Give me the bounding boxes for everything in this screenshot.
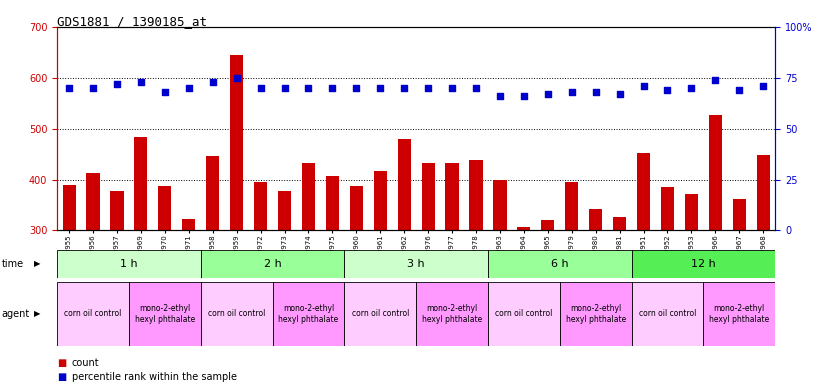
Point bbox=[541, 91, 554, 97]
Text: ▶: ▶ bbox=[34, 310, 41, 318]
Text: mono-2-ethyl
hexyl phthalate: mono-2-ethyl hexyl phthalate bbox=[565, 304, 626, 324]
Bar bbox=[344, 250, 488, 278]
Text: mono-2-ethyl
hexyl phthalate: mono-2-ethyl hexyl phthalate bbox=[422, 304, 482, 324]
Text: 1 h: 1 h bbox=[120, 259, 138, 269]
Bar bbox=[541, 220, 554, 230]
Bar bbox=[135, 137, 148, 230]
Text: corn oil control: corn oil control bbox=[639, 310, 696, 318]
Text: corn oil control: corn oil control bbox=[64, 310, 122, 318]
Point bbox=[63, 85, 76, 91]
Point bbox=[182, 85, 195, 91]
Point bbox=[326, 85, 339, 91]
Bar bbox=[703, 282, 775, 346]
Point bbox=[756, 83, 769, 89]
Text: percentile rank within the sample: percentile rank within the sample bbox=[72, 372, 237, 382]
Text: 2 h: 2 h bbox=[264, 259, 282, 269]
Point bbox=[661, 87, 674, 93]
Bar bbox=[589, 209, 602, 230]
Point bbox=[158, 89, 171, 95]
Text: ▶: ▶ bbox=[34, 260, 41, 268]
Bar bbox=[517, 227, 530, 230]
Bar bbox=[57, 282, 129, 346]
Text: 3 h: 3 h bbox=[407, 259, 425, 269]
Text: ■: ■ bbox=[57, 358, 66, 368]
Bar bbox=[230, 55, 243, 230]
Bar bbox=[350, 185, 363, 230]
Bar bbox=[613, 217, 626, 230]
Text: GDS1881 / 1390185_at: GDS1881 / 1390185_at bbox=[57, 15, 207, 28]
Bar bbox=[326, 177, 339, 230]
Bar bbox=[302, 163, 315, 230]
Point bbox=[637, 83, 650, 89]
Bar bbox=[756, 155, 769, 230]
Bar bbox=[278, 191, 291, 230]
Point bbox=[589, 89, 602, 95]
Bar bbox=[63, 185, 76, 230]
Bar bbox=[637, 153, 650, 230]
Point bbox=[350, 85, 363, 91]
Text: corn oil control: corn oil control bbox=[495, 310, 552, 318]
Bar bbox=[560, 282, 632, 346]
Point bbox=[206, 79, 220, 85]
Bar bbox=[422, 163, 435, 230]
Bar bbox=[344, 282, 416, 346]
Point bbox=[446, 85, 459, 91]
Text: 12 h: 12 h bbox=[691, 259, 716, 269]
Bar bbox=[416, 282, 488, 346]
Text: count: count bbox=[72, 358, 100, 368]
Bar bbox=[254, 182, 267, 230]
Text: mono-2-ethyl
hexyl phthalate: mono-2-ethyl hexyl phthalate bbox=[709, 304, 769, 324]
Point bbox=[230, 74, 243, 81]
Bar bbox=[632, 250, 775, 278]
Bar bbox=[110, 191, 123, 230]
Bar bbox=[86, 173, 100, 230]
Point bbox=[565, 89, 579, 95]
Point bbox=[278, 85, 291, 91]
Point bbox=[494, 93, 507, 99]
Text: mono-2-ethyl
hexyl phthalate: mono-2-ethyl hexyl phthalate bbox=[278, 304, 339, 324]
Text: time: time bbox=[2, 259, 24, 269]
Point bbox=[302, 85, 315, 91]
Bar bbox=[201, 250, 344, 278]
Point bbox=[110, 81, 123, 87]
Bar bbox=[565, 182, 579, 230]
Point bbox=[709, 77, 722, 83]
Bar bbox=[733, 199, 746, 230]
Bar bbox=[685, 194, 698, 230]
Point bbox=[374, 85, 387, 91]
Point bbox=[733, 87, 746, 93]
Bar bbox=[661, 187, 674, 230]
Bar bbox=[488, 282, 560, 346]
Bar bbox=[182, 219, 195, 230]
Bar bbox=[129, 282, 201, 346]
Point bbox=[135, 79, 148, 85]
Point bbox=[397, 85, 410, 91]
Bar bbox=[273, 282, 344, 346]
Bar bbox=[397, 139, 410, 230]
Bar bbox=[201, 282, 273, 346]
Point bbox=[685, 85, 698, 91]
Point bbox=[517, 93, 530, 99]
Point bbox=[254, 85, 267, 91]
Bar bbox=[374, 171, 387, 230]
Bar bbox=[446, 163, 459, 230]
Text: corn oil control: corn oil control bbox=[208, 310, 265, 318]
Point bbox=[613, 91, 626, 97]
Bar bbox=[158, 185, 171, 230]
Text: 6 h: 6 h bbox=[551, 259, 569, 269]
Text: mono-2-ethyl
hexyl phthalate: mono-2-ethyl hexyl phthalate bbox=[135, 304, 195, 324]
Text: ■: ■ bbox=[57, 372, 66, 382]
Bar bbox=[632, 282, 703, 346]
Bar bbox=[469, 160, 482, 230]
Bar bbox=[57, 250, 201, 278]
Bar bbox=[709, 115, 722, 230]
Text: agent: agent bbox=[2, 309, 30, 319]
Point bbox=[422, 85, 435, 91]
Text: corn oil control: corn oil control bbox=[352, 310, 409, 318]
Point bbox=[469, 85, 482, 91]
Bar bbox=[206, 156, 220, 230]
Point bbox=[86, 85, 100, 91]
Bar bbox=[488, 250, 632, 278]
Bar bbox=[494, 180, 507, 230]
